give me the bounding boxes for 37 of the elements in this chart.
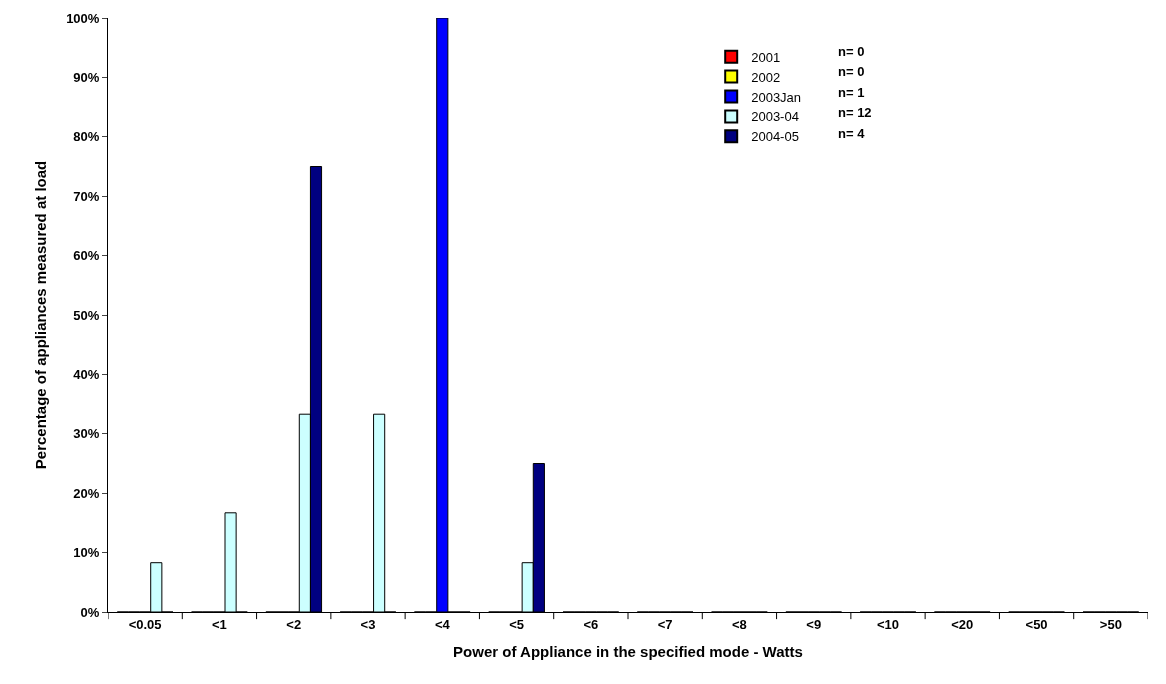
y-axis-title: Percentage of appliances measured at load xyxy=(32,160,50,470)
y-tick-label: 30% xyxy=(73,426,100,442)
y-tick-label: 100% xyxy=(66,10,100,26)
x-tick-label: <6 xyxy=(583,616,599,632)
x-tick-label: <8 xyxy=(732,616,747,632)
x-tick-label: <9 xyxy=(806,616,822,632)
x-tick-label: <20 xyxy=(951,616,974,632)
x-tick-label: <0.05 xyxy=(128,616,162,632)
y-tick-label: 0% xyxy=(80,604,100,620)
annotation: n= 1 xyxy=(838,85,865,100)
annotation: n= 4 xyxy=(838,126,866,141)
x-tick-label: <3 xyxy=(360,616,376,632)
x-axis-title: Power of Appliance in the specified mode - Watts xyxy=(453,642,803,660)
x-tick-label: <7 xyxy=(657,616,673,632)
y-tick-label: 20% xyxy=(73,485,100,501)
x-tick-label: <1 xyxy=(212,616,227,632)
y-tick-label: 70% xyxy=(73,188,100,204)
legend-label: 2004-05 xyxy=(751,129,799,145)
x-tick-label: >50 xyxy=(1099,616,1122,632)
annotation: n= 0 xyxy=(838,64,865,79)
legend-label: 2003Jan xyxy=(751,89,802,105)
y-tick-label: 10% xyxy=(73,545,100,561)
x-tick-label: <5 xyxy=(509,616,524,632)
y-tick-label: 40% xyxy=(73,366,100,382)
annotation: n= 0 xyxy=(838,44,865,59)
legend-label: 2001 xyxy=(751,49,781,65)
y-tick-label: 80% xyxy=(73,129,100,145)
x-tick-label: <4 xyxy=(434,616,451,632)
y-tick-label: 90% xyxy=(73,69,100,85)
annotation: n= 12 xyxy=(838,105,872,120)
y-tick-label: 60% xyxy=(73,248,100,264)
legend-label: 2002 xyxy=(751,69,781,85)
legend-label: 2003-04 xyxy=(751,109,799,125)
x-tick-label: <2 xyxy=(286,616,302,632)
x-tick-label: <10 xyxy=(876,616,900,632)
x-tick-label: <50 xyxy=(1025,616,1048,632)
y-tick-label: 50% xyxy=(73,307,100,323)
